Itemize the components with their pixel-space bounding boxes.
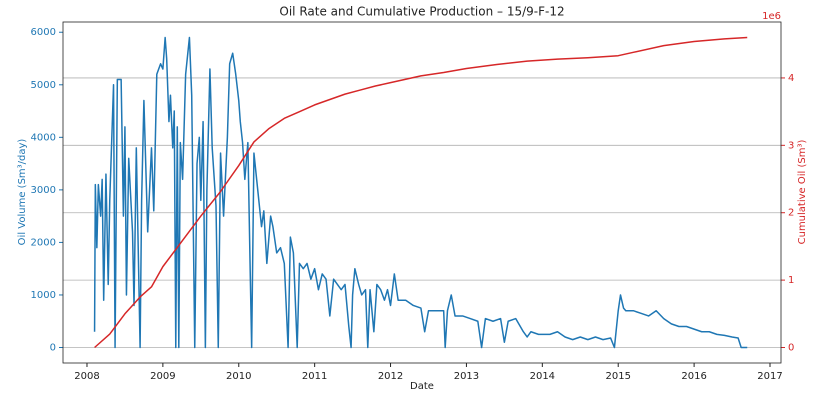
y-tick-label: 2000 bbox=[31, 237, 56, 248]
plot-frame bbox=[62, 21, 782, 364]
x-tick-label: 2016 bbox=[681, 371, 706, 382]
y-tick-label: 6000 bbox=[31, 27, 56, 38]
data-line bbox=[93, 36, 748, 349]
y-tick-label: 0 bbox=[50, 343, 56, 354]
y-tick-label: 1000 bbox=[31, 290, 56, 301]
y2-tick-label: 0 bbox=[788, 343, 794, 354]
x-tick-label: 2010 bbox=[226, 371, 251, 382]
y-tick-label: 3000 bbox=[31, 185, 56, 196]
y-axis-label: Oil Volume (Sm³/day) bbox=[17, 139, 28, 246]
y2-tick-label: 1 bbox=[788, 275, 794, 286]
y2-axis-label: Cumulative Oil (Sm³) bbox=[797, 140, 808, 245]
y2-offset-label: 1e6 bbox=[762, 11, 781, 22]
x-tick-label: 2009 bbox=[150, 371, 175, 382]
x-tick-label: 2015 bbox=[605, 371, 630, 382]
y2-tick-label: 3 bbox=[788, 140, 794, 151]
x-tick-label: 2012 bbox=[378, 371, 403, 382]
data-line bbox=[94, 36, 748, 349]
x-tick-label: 2014 bbox=[530, 371, 555, 382]
y2-tick-label: 4 bbox=[788, 73, 794, 84]
x-tick-label: 2008 bbox=[74, 371, 99, 382]
y-tick-label: 4000 bbox=[31, 132, 56, 143]
y2-tick-label: 2 bbox=[788, 208, 794, 219]
x-tick-label: 2017 bbox=[757, 371, 782, 382]
y-tick-label: 5000 bbox=[31, 80, 56, 91]
x-tick-label: 2011 bbox=[302, 371, 327, 382]
x-axis-label: Date bbox=[410, 381, 434, 392]
x-tick-label: 2013 bbox=[454, 371, 479, 382]
chart-title: Oil Rate and Cumulative Production – 15/… bbox=[279, 5, 564, 19]
